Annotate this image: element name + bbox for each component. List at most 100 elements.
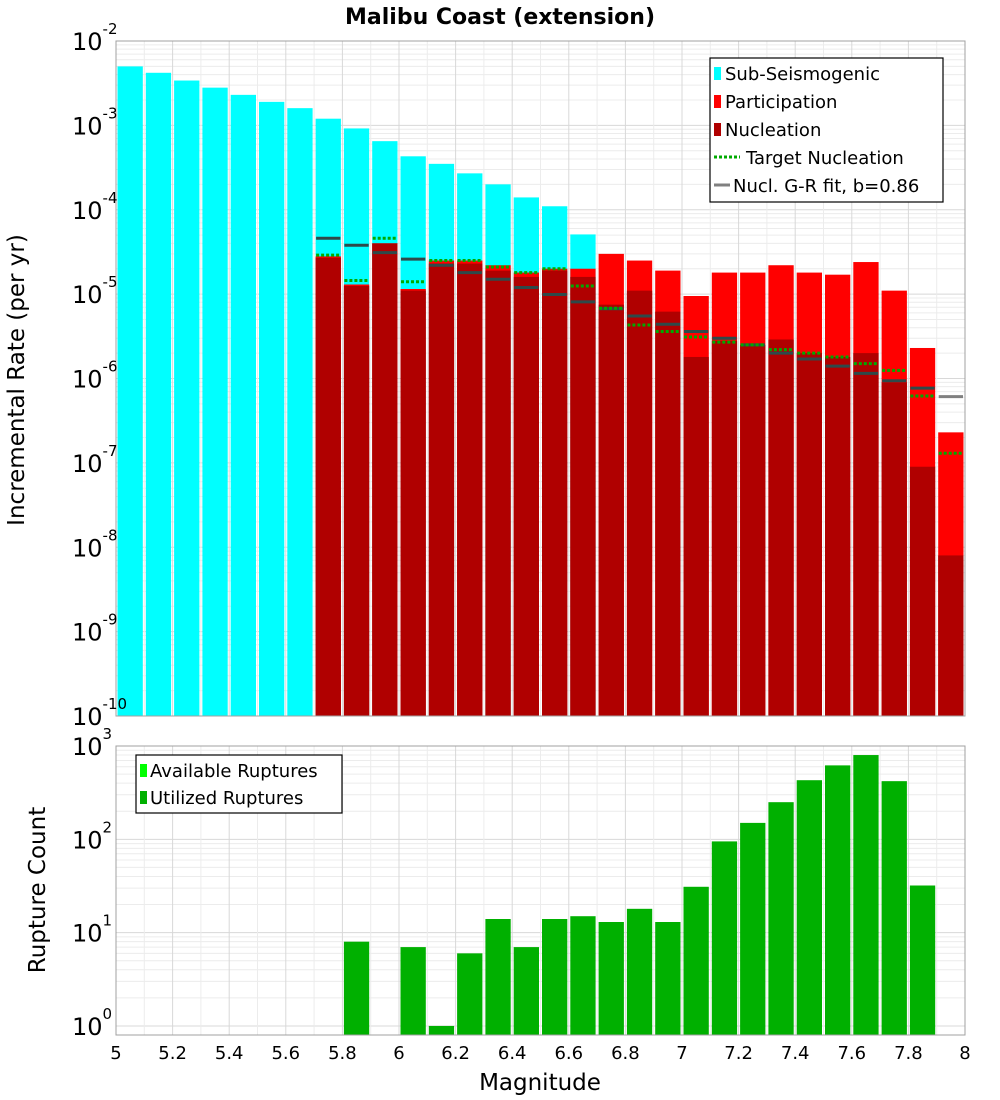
- x-tick-label: 6.2: [441, 1043, 470, 1064]
- bottom-y-tick-label: 100: [72, 1005, 112, 1041]
- subseismogenic-bar: [145, 72, 172, 717]
- legend-swatch-available-ruptures: [140, 764, 147, 777]
- nucleation-bar: [626, 290, 653, 716]
- top-y-tick-exponent: -2: [103, 20, 118, 38]
- bottom-y-tick-label: 101: [72, 912, 112, 948]
- legend-label-participation: Participation: [725, 92, 837, 113]
- utilized-rupture-bar: [428, 1025, 455, 1035]
- bottom-y-tick-exponent: 0: [103, 1005, 113, 1023]
- nucleation-bar: [570, 276, 596, 716]
- bottom-y-axis-label: Rupture Count: [25, 807, 51, 973]
- nucleation-bar: [881, 382, 907, 716]
- x-tick-label: 7.2: [724, 1043, 753, 1064]
- utilized-rupture-bar: [513, 947, 539, 1035]
- top-y-tick-exponent: -4: [103, 189, 118, 207]
- utilized-rupture-bar: [570, 916, 596, 1035]
- top-y-tick-exponent: -8: [103, 526, 118, 544]
- top-y-tick-exponent: -7: [103, 442, 118, 460]
- nucleation-bar: [655, 311, 681, 716]
- legend-swatch-participation: [714, 95, 721, 108]
- subseismogenic-bar: [117, 66, 143, 716]
- nucleation-bar: [909, 466, 936, 716]
- utilized-rupture-bar: [853, 755, 879, 1035]
- nucleation-bar: [457, 263, 483, 716]
- bottom-y-tick-exponent: 3: [103, 725, 113, 743]
- top-y-tick-label: 10-3: [72, 104, 118, 140]
- legend-label-utilized-ruptures: Utilized Ruptures: [150, 788, 303, 809]
- legend-label-target-nucleation: Target Nucleation: [745, 148, 904, 169]
- x-tick-label: 6.6: [554, 1043, 583, 1064]
- x-tick-label: 7.4: [781, 1043, 810, 1064]
- utilized-rupture-bar: [881, 781, 907, 1035]
- top-plot-border: [115, 40, 966, 717]
- top-y-tick-exponent: -9: [103, 611, 118, 629]
- top-y-tick-label: 10-2: [72, 20, 118, 56]
- legend-swatch-utilized-ruptures: [140, 791, 147, 804]
- x-tick-label: 5: [110, 1043, 121, 1064]
- target-nucleation-segments: [316, 236, 963, 455]
- nucleation-bar: [428, 263, 455, 716]
- nucleation-bar: [343, 285, 370, 716]
- utilized-rupture-bar: [683, 886, 709, 1035]
- utilized-rupture-bar: [655, 922, 681, 1035]
- x-tick-label: 7.8: [894, 1043, 923, 1064]
- utilized-rupture-bar: [768, 802, 794, 1035]
- x-tick-label: 6.4: [498, 1043, 527, 1064]
- nucleation-bar: [683, 356, 709, 716]
- subseismogenic-bar: [230, 94, 256, 716]
- subseismogenic-bar: [202, 87, 228, 716]
- nucleation-bar: [400, 290, 426, 716]
- nucleation-bar: [315, 257, 341, 716]
- utilized-rupture-bar: [400, 947, 426, 1035]
- top-y-tick-label: 10-8: [72, 526, 118, 562]
- bottom-legend: Available Ruptures Utilized Ruptures: [135, 754, 343, 814]
- nucleation-bar: [513, 276, 539, 716]
- top-y-tick-label: 10-7: [72, 442, 118, 478]
- nucleation-bar: [853, 353, 879, 716]
- nucleation-bar: [485, 270, 511, 716]
- legend-label-nucleation: Nucleation: [725, 120, 821, 141]
- bottom-legend-box: [135, 754, 343, 814]
- top-legend: Sub-Seismogenic Participation Nucleation…: [709, 57, 944, 203]
- nucleation-bar: [711, 340, 738, 716]
- bottom-panel: 100 101 102 1 0 3 5 5.2 5.4 5.6 5.8 6 6.2 6.4 6.6 6.8 7…: [25, 725, 971, 1096]
- top-y-tick-label: 10-5: [72, 273, 118, 309]
- nucleation-bar: [768, 339, 794, 716]
- top-y-tick-exponent: -5: [103, 273, 118, 291]
- utilized-rupture-bar: [740, 822, 766, 1035]
- top-y-tick-label: 10-9: [72, 611, 118, 647]
- x-tick-label: 5.4: [215, 1043, 244, 1064]
- nucleation-bar: [542, 270, 568, 716]
- utilized-rupture-bar: [626, 908, 653, 1035]
- top-y-axis-label: Incremental Rate (per yr): [4, 234, 30, 526]
- legend-label-subseismogenic: Sub-Seismogenic: [725, 64, 880, 85]
- x-tick-label: 5.6: [271, 1043, 300, 1064]
- utilized-rupture-bar: [343, 941, 370, 1035]
- top-y-tick-exponent: -3: [103, 104, 118, 122]
- x-tick-label: 7: [676, 1043, 687, 1064]
- x-tick-label: 5.2: [158, 1043, 187, 1064]
- legend-swatch-nucleation: [714, 123, 721, 136]
- utilized-rupture-bar: [909, 885, 936, 1035]
- top-legend-box: [709, 57, 944, 203]
- bottom-y-tick-labels: 100 101 102 1 0 3: [72, 725, 112, 1041]
- legend-label-available-ruptures: Available Ruptures: [150, 761, 318, 782]
- utilized-rupture-bar: [711, 841, 738, 1035]
- nucleation-bar: [740, 344, 766, 716]
- nucleation-bar: [372, 243, 398, 717]
- x-tick-labels: 5 5.2 5.4 5.6 5.8 6 6.2 6.4 6.6 6.8 7 7.2 7.4 7.6 7.8 8: [110, 1043, 970, 1064]
- top-y-tick-label: 10-4: [72, 189, 118, 225]
- utilized-rupture-bar: [485, 919, 511, 1035]
- x-axis-label: Magnitude: [479, 1070, 601, 1096]
- x-tick-label: 8: [959, 1043, 970, 1064]
- bottom-y-tick-label: 102: [72, 818, 112, 854]
- subseismogenic-bar: [259, 101, 285, 716]
- utilized-rupture-bar: [796, 780, 822, 1035]
- top-y-tick-exponent: -10: [103, 695, 128, 713]
- nucleation-bar: [825, 356, 851, 716]
- x-tick-label: 6: [393, 1043, 404, 1064]
- top-y-tick-exponent: -6: [103, 358, 118, 376]
- bottom-y-tick-exponent: 2: [103, 818, 113, 836]
- nucleation-bars: [315, 243, 964, 717]
